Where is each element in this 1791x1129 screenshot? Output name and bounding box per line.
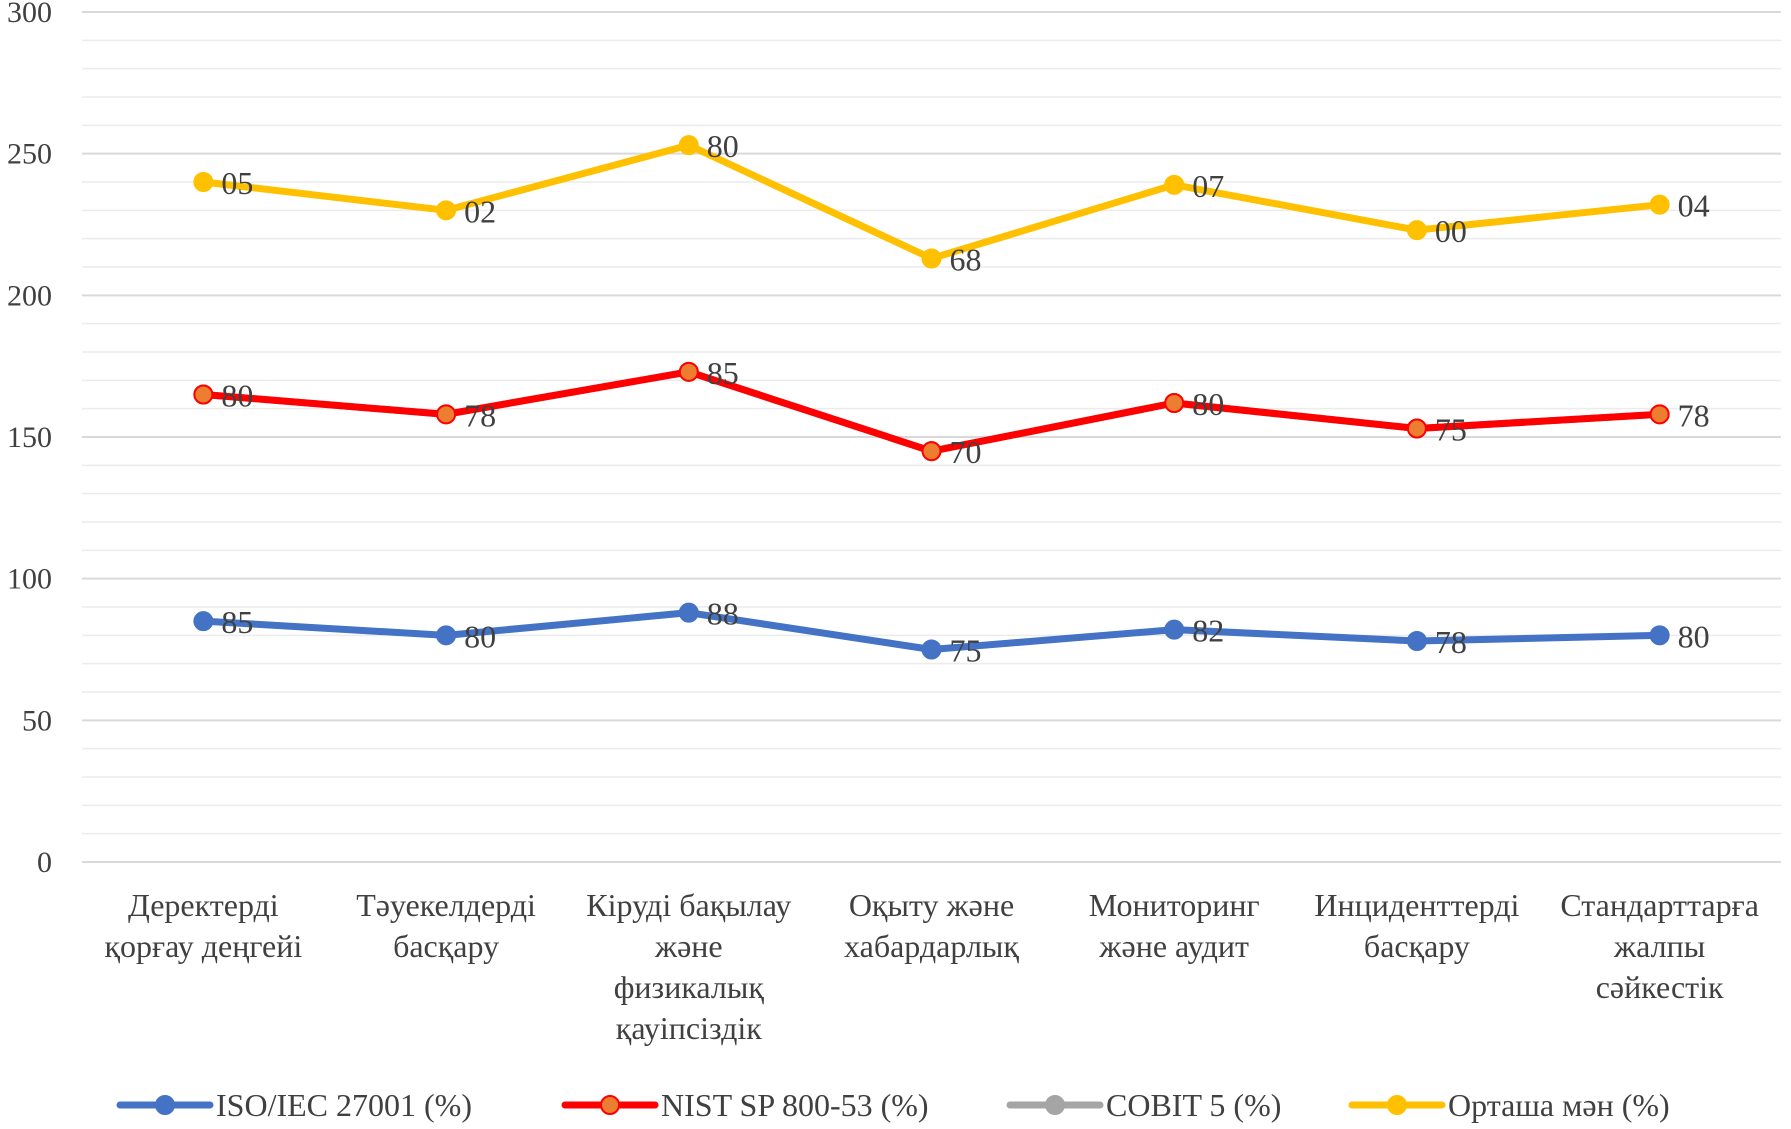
data-label: 00 [1435, 213, 1467, 249]
data-label: 88 [707, 596, 739, 632]
data-label: 80 [707, 128, 739, 164]
data-point [193, 384, 214, 405]
data-point [1164, 619, 1185, 640]
x-category-label: Тәуекелдерді басқару [356, 887, 536, 964]
legend-item: Орташа мән (%) [1348, 1087, 1670, 1123]
data-label: 05 [221, 165, 253, 201]
y-tick-label: 50 [22, 704, 52, 737]
data-point [678, 361, 699, 382]
x-category-label: Инциденттерді басқару [1314, 887, 1519, 964]
data-point [193, 611, 214, 632]
x-category-label: Мониторинг және аудит [1089, 887, 1260, 964]
x-category-label: Кіруді бақылау және физикалық қауіпсіздік [586, 887, 791, 1046]
y-tick-label: 100 [7, 563, 52, 596]
data-point [678, 602, 699, 623]
y-tick-label: 250 [7, 138, 52, 171]
legend-swatch-marker [600, 1095, 620, 1115]
data-point [1164, 393, 1185, 413]
data-point [1406, 418, 1427, 439]
legend-swatch-marker [155, 1095, 175, 1115]
data-label: 85 [221, 604, 253, 640]
data-label: 70 [950, 434, 982, 470]
data-label: 85 [707, 355, 739, 391]
data-label: 02 [464, 193, 496, 229]
legend-item: ISO/IEC 27001 (%) [116, 1087, 472, 1123]
y-tick-label: 200 [7, 279, 52, 312]
y-tick-label: 0 [37, 846, 52, 879]
legend-label: COBIT 5 (%) [1106, 1087, 1281, 1123]
data-point [921, 441, 942, 462]
legend-swatch-marker [1387, 1095, 1407, 1115]
data-label: 80 [464, 618, 496, 654]
data-point [436, 404, 457, 425]
legend-item: NIST SP 800-53 (%) [561, 1087, 929, 1123]
y-tick-label: 300 [7, 0, 52, 29]
data-point [1649, 404, 1670, 425]
data-label: 75 [1435, 412, 1467, 448]
legend-label: Орташа мән (%) [1448, 1087, 1670, 1123]
data-point [436, 625, 457, 646]
data-label: 04 [1678, 188, 1710, 224]
legend-label: NIST SP 800-53 (%) [661, 1087, 929, 1123]
data-point [678, 135, 699, 156]
data-point [1649, 625, 1670, 646]
legend-item: COBIT 5 (%) [1006, 1087, 1281, 1123]
data-label: 80 [1678, 618, 1710, 654]
x-category-label: Оқыту және хабардарлық [844, 887, 1019, 964]
data-label: 80 [221, 378, 253, 414]
data-label: 78 [464, 397, 496, 433]
data-point [1406, 631, 1427, 651]
legend-label: ISO/IEC 27001 (%) [216, 1087, 472, 1123]
x-category-label: Стандарттарға жалпы сәйкестік [1560, 887, 1759, 1005]
data-label: 07 [1192, 168, 1224, 204]
data-point [436, 200, 457, 221]
data-point [921, 248, 942, 269]
data-label: 82 [1192, 613, 1224, 649]
data-label: 80 [1192, 386, 1224, 422]
x-category-label: Деректерді қорғау деңгейі [104, 887, 302, 964]
legend-swatch-marker [1045, 1095, 1065, 1115]
data-label: 78 [1435, 624, 1467, 660]
data-label: 75 [950, 633, 982, 669]
data-label: 68 [950, 242, 982, 278]
data-point [1406, 220, 1427, 241]
data-point [1649, 194, 1670, 215]
data-label: 78 [1678, 397, 1710, 433]
data-point [921, 639, 942, 660]
data-point [1164, 174, 1185, 195]
data-point [193, 172, 214, 192]
y-tick-label: 150 [7, 421, 52, 454]
